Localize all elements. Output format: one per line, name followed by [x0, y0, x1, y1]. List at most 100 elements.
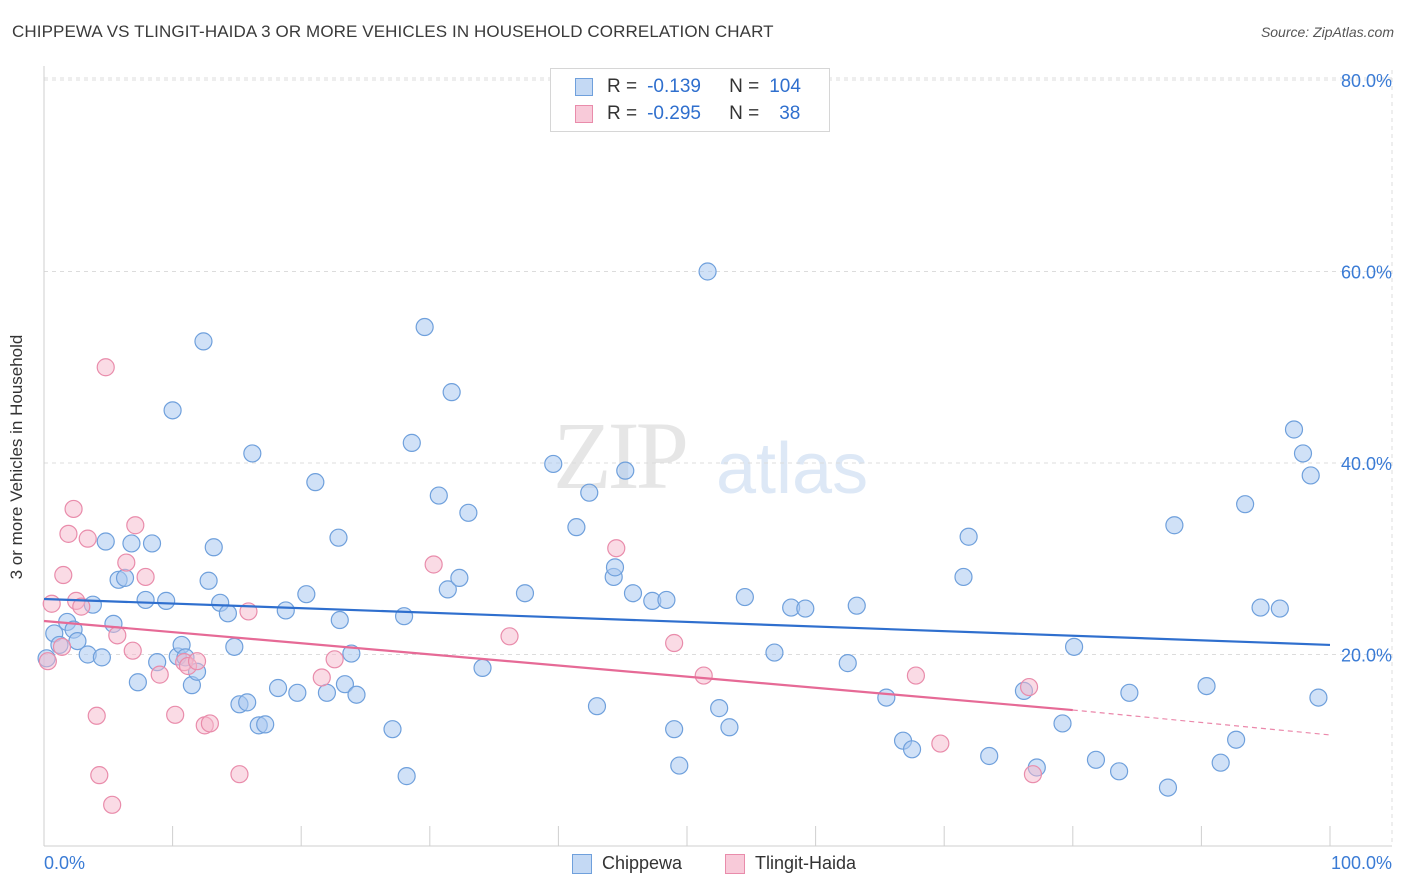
- chippewa-point: [580, 483, 599, 502]
- tlingit-haida-point: [200, 714, 219, 733]
- tlingit-haida-point: [312, 668, 331, 687]
- chippewa-point: [616, 461, 635, 480]
- chippewa-point: [329, 528, 348, 547]
- chippewa-point: [605, 558, 625, 577]
- chippewa-point: [1293, 444, 1313, 463]
- legend-row-chippewa: R = -0.139 N = 104: [575, 74, 801, 100]
- watermark-atlas: atlas: [716, 429, 869, 509]
- chippewa-point: [1109, 762, 1129, 781]
- chippewa-point: [225, 637, 244, 656]
- tlingit-haida-trend-line: [43, 619, 1073, 712]
- y-tick-label: 40.0%: [1341, 454, 1392, 474]
- chippewa-point: [720, 718, 739, 737]
- chippewa-point: [980, 746, 999, 766]
- n-value: 104: [769, 76, 801, 97]
- chippewa-point: [544, 454, 563, 474]
- chippewa-point: [623, 584, 643, 603]
- source-label: Source: ZipAtlas.com: [1260, 24, 1394, 40]
- chippewa-point: [587, 697, 607, 716]
- chippewa-point: [657, 590, 676, 610]
- tlingit-haida-point: [166, 705, 185, 724]
- chippewa-point: [256, 715, 275, 734]
- tlingit-haida-point: [123, 641, 142, 660]
- trend-lines: [43, 597, 1331, 736]
- tlingit-haida-point: [90, 766, 109, 785]
- watermark-zip: ZIP: [553, 402, 689, 509]
- chippewa-point: [204, 538, 223, 557]
- r-value: -0.139: [647, 76, 701, 97]
- tlingit-haida-point: [72, 597, 91, 616]
- chippewa-points: [37, 262, 1328, 797]
- chippewa-swatch: [572, 853, 592, 874]
- n-value: 38: [779, 103, 801, 124]
- chippewa-point: [959, 527, 978, 546]
- chippewa-point: [96, 532, 115, 551]
- chippewa-point: [92, 648, 111, 667]
- tlingit-haida-point: [1023, 765, 1043, 784]
- r-label: R =: [607, 76, 638, 97]
- chippewa-point: [297, 585, 316, 604]
- chippewa-point: [163, 401, 182, 420]
- chippewa-point: [877, 688, 896, 707]
- tlingit-haida-point: [54, 565, 73, 585]
- x-tick-label: 0.0%: [44, 853, 85, 873]
- chippewa-point: [342, 644, 361, 663]
- tlingit-haida-point: [150, 665, 169, 684]
- chippewa-point: [1270, 599, 1289, 618]
- tlingit-haida-swatch: [575, 105, 593, 123]
- tlingit-haida-point: [117, 553, 136, 572]
- chippewa-point: [796, 599, 815, 618]
- series-legend: Chippewa Tlingit-Haida: [0, 851, 1406, 879]
- y-tick-label: 80.0%: [1341, 71, 1392, 91]
- tlingit-haida-point: [42, 594, 61, 613]
- tlingit-haida-point: [607, 539, 626, 558]
- tlingit-haida-point: [906, 666, 926, 685]
- chippewa-point: [317, 683, 337, 702]
- chippewa-point: [1284, 420, 1304, 439]
- correlation-legend: R = -0.139 N = 104 R = -0.295 N = 38: [550, 68, 830, 132]
- tlingit-haida-point: [136, 567, 155, 587]
- chippewa-point: [394, 607, 414, 626]
- chippewa-point: [765, 643, 784, 662]
- legend-label: Chippewa: [602, 853, 683, 873]
- chippewa-point: [442, 383, 461, 402]
- chippewa-point: [415, 317, 434, 337]
- chippewa-point: [567, 518, 586, 537]
- tlingit-haida-point: [96, 358, 115, 377]
- chippewa-point: [218, 604, 237, 623]
- chippewa-point: [128, 673, 147, 692]
- chippewa-point: [199, 571, 218, 590]
- tlingit-haida-swatch: [725, 853, 745, 874]
- chippewa-point: [698, 262, 717, 281]
- chippewa-point: [306, 473, 325, 492]
- chippewa-point: [288, 683, 307, 702]
- tlingit-haida-point: [52, 637, 72, 656]
- y-axis-label: 3 or more Vehicles in Household: [7, 334, 26, 580]
- tlingit-haida-point: [931, 734, 950, 753]
- legend-label: Tlingit-Haida: [755, 853, 857, 873]
- tlingit-haida-point: [38, 652, 57, 671]
- chippewa-point: [1301, 466, 1320, 485]
- chippewa-point: [847, 596, 866, 615]
- chippewa-point: [450, 568, 469, 588]
- chippewa-point: [194, 332, 213, 351]
- r-value: -0.295: [647, 103, 701, 124]
- chippewa-point: [122, 534, 141, 553]
- chippewa-point: [459, 503, 478, 522]
- axes: [43, 66, 1392, 847]
- chippewa-point: [735, 587, 754, 607]
- chart-title: CHIPPEWA VS TLINGIT-HAIDA 3 OR MORE VEHI…: [12, 22, 774, 41]
- chippewa-point: [1064, 637, 1084, 656]
- chippewa-point: [276, 601, 295, 620]
- chippewa-point: [115, 568, 135, 588]
- chippewa-point: [473, 658, 492, 678]
- tlingit-haida-points: [38, 358, 1043, 814]
- chippewa-point: [1236, 495, 1255, 514]
- tlingit-haida-point: [694, 666, 713, 685]
- chippewa-point: [397, 767, 416, 786]
- chippewa-point: [1120, 683, 1139, 702]
- chippewa-point: [383, 720, 402, 739]
- r-label: R =: [607, 103, 638, 124]
- tlingit-haida-point: [1019, 677, 1039, 697]
- chippewa-point: [157, 591, 176, 610]
